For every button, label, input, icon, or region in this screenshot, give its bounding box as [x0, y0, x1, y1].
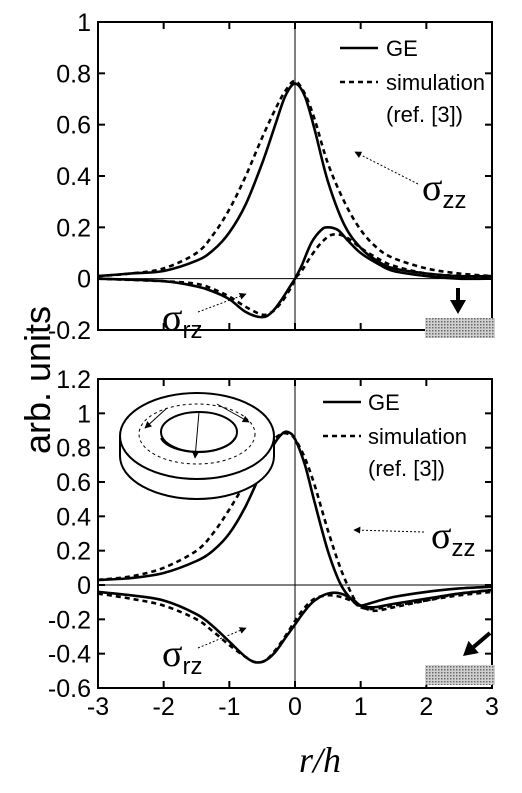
- x-tick-label: -2: [153, 693, 175, 721]
- x-axis-label: r/h: [299, 740, 341, 780]
- y-tick-label: 1.2: [56, 366, 91, 394]
- sigma-zz-label: σzz: [431, 515, 475, 562]
- ring-flow-arrow: [216, 403, 250, 423]
- simulation-zz-curve: [97, 431, 493, 613]
- legend-label-reference: (ref. [3]): [368, 456, 445, 481]
- bottom-panel: -0.6 -0.4 -0.2 0 0.2 0.4 0.6 0.8 1 1.2 -3 -2 -1 0 1 2 3 G…: [48, 366, 499, 721]
- load-arrow-shaft: [472, 631, 492, 649]
- legend-label-ge: GE: [368, 390, 400, 415]
- y-tick-label: 0.2: [56, 538, 91, 566]
- ring-flow-arrow: [192, 411, 200, 459]
- sigma-rz-label: σrz: [162, 633, 202, 680]
- y-tick-label: 1: [77, 9, 91, 37]
- y-tick-label: 1: [77, 400, 91, 428]
- y-axis-label: arb. units: [17, 306, 58, 454]
- load-arrow-head: [450, 300, 466, 314]
- y-tick-label: -0.6: [48, 675, 91, 703]
- sigma-zz-pointer: [353, 526, 425, 534]
- y-tick-label: 0.2: [56, 214, 91, 242]
- ge-zz-curve: [97, 82, 493, 278]
- y-tick-label: 0: [77, 572, 91, 600]
- ge-rz-curve: [97, 588, 493, 664]
- legend-label-reference: (ref. [3]): [386, 102, 463, 127]
- x-tick-label: -1: [218, 693, 240, 721]
- x-tick-label: 0: [288, 693, 302, 721]
- legend-label-ge: GE: [386, 36, 418, 61]
- x-tick-label: 3: [485, 693, 499, 721]
- simulation-rz-curve: [97, 232, 493, 317]
- ge-rz-curve: [97, 225, 493, 319]
- simulation-rz-curve: [97, 590, 493, 664]
- y-tick-label: -0.2: [48, 606, 91, 634]
- y-tick-label: 0.8: [56, 60, 91, 88]
- sigma-rz-pointer: [197, 627, 247, 649]
- sigma-zz-label: σzz: [422, 167, 466, 214]
- x-tick-label: 2: [419, 693, 433, 721]
- y-tick-label: -0.2: [48, 317, 91, 345]
- y-tick-label: 0.6: [56, 469, 91, 497]
- x-tick-label: -3: [87, 693, 109, 721]
- ring-flow-arrow: [144, 407, 168, 429]
- legend-label-simulation: simulation: [386, 70, 485, 95]
- ring-flow-path: [138, 403, 256, 465]
- y-tick-label: 0.4: [56, 163, 91, 191]
- load-arrow-head: [463, 640, 479, 656]
- legend-label-simulation: simulation: [368, 424, 467, 449]
- sigma-zz-pointer: [354, 151, 419, 185]
- sigma-rz-pointer: [197, 292, 247, 313]
- top-panel: -0.2 0 0.2 0.4 0.6 0.8 1 GE simulation (ref. [3])…: [48, 9, 495, 345]
- y-tick-label: 0.6: [56, 112, 91, 140]
- x-tick-label: 1: [354, 693, 368, 721]
- y-tick-label: -0.4: [48, 641, 91, 669]
- y-tick-label: 0.8: [56, 435, 91, 463]
- simulation-zz-curve: [97, 79, 493, 278]
- sigma-rz-label: σrz: [162, 297, 202, 344]
- surface-pad: [425, 665, 495, 685]
- surface-pad: [425, 318, 495, 338]
- y-tick-label: 0: [77, 266, 91, 294]
- y-tick-label: 0.4: [56, 503, 91, 531]
